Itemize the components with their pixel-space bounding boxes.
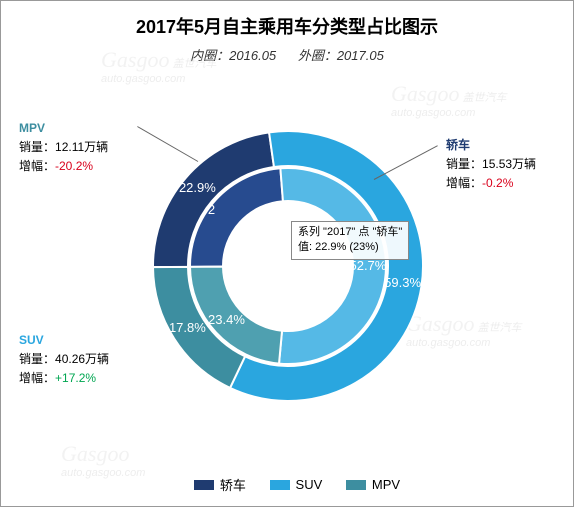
volume-line: 销量：15.53万辆 xyxy=(446,155,536,174)
volume-line: 销量：40.26万辆 xyxy=(19,350,109,369)
volume-line: 销量：12.11万辆 xyxy=(19,138,108,157)
annotation-sedan: 轿车 销量：15.53万辆 增幅：-0.2% xyxy=(446,136,536,194)
tooltip-line2: 值: 22.9% (23%) xyxy=(298,240,402,255)
category-name: MPV xyxy=(19,119,108,138)
legend-label-mpv: MPV xyxy=(372,477,400,492)
slice-pct-label: 22.9% xyxy=(179,180,216,195)
category-name: SUV xyxy=(19,331,109,350)
category-name: 轿车 xyxy=(446,136,536,155)
legend-swatch-sedan xyxy=(194,480,214,490)
change-line: 增幅：-0.2% xyxy=(446,174,536,193)
chart-container: 2017年5月自主乘用车分类型占比图示 内圈：2016.05 外圈：2017.0… xyxy=(0,0,574,507)
legend: 轿车 SUV MPV xyxy=(1,475,573,494)
annotation-mpv: MPV 销量：12.11万辆 增幅：-20.2% xyxy=(19,119,108,177)
slice-pct-label: 2 xyxy=(208,202,215,217)
legend-label-sedan: 轿车 xyxy=(220,478,246,493)
slice-pct-label: 23.4% xyxy=(208,312,245,327)
tooltip-line1: 系列 "2017" 点 "轿车" xyxy=(298,225,402,240)
legend-swatch-suv xyxy=(270,480,290,490)
legend-swatch-mpv xyxy=(346,480,366,490)
change-line: 增幅：-20.2% xyxy=(19,157,108,176)
slice-pct-label: 59.3% xyxy=(384,275,421,290)
slice-pct-label: 52.7% xyxy=(349,258,386,273)
annotation-suv: SUV 销量：40.26万辆 增幅：+17.2% xyxy=(19,331,109,389)
legend-label-suv: SUV xyxy=(296,477,323,492)
change-line: 增幅：+17.2% xyxy=(19,369,109,388)
slice-pct-label: 17.8% xyxy=(169,320,206,335)
donut-chart xyxy=(1,1,574,507)
tooltip: 系列 "2017" 点 "轿车" 值: 22.9% (23%) xyxy=(291,221,409,260)
